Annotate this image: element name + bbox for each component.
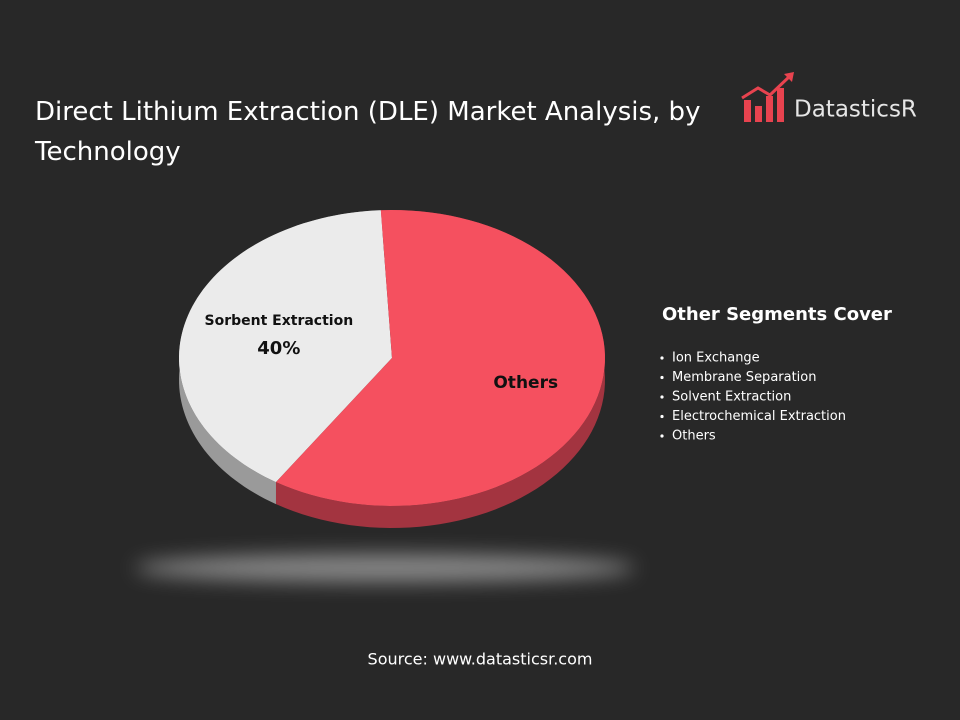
- source: Source: www.datasticsr.com: [368, 650, 593, 669]
- bullet: [660, 395, 664, 399]
- side-panel-list: Ion Exchange Membrane Separation Solvent E…: [660, 351, 846, 444]
- side-panel-title: Other Segments Cover: [662, 304, 892, 325]
- bullet: [660, 375, 664, 380]
- chart-title: Direct Lithium Extraction (DLE) Market A…: [34, 97, 700, 167]
- pie-slice: [275, 210, 605, 506]
- logo-text: DatasticsR: [794, 97, 917, 123]
- side-panel-item: Membrane Separation: [672, 370, 817, 385]
- slice-label: Others: [493, 373, 558, 393]
- slice-label: Sorbent Extraction: [205, 313, 354, 329]
- bullet: [660, 434, 664, 438]
- side-panel-item: Others: [672, 429, 716, 444]
- side-panel-item: Ion Exchange: [672, 351, 760, 366]
- bullet: [660, 414, 664, 419]
- pie: Sorbent Extraction 40% Others: [179, 210, 605, 528]
- pie-slice: [179, 210, 392, 483]
- logo-icon: [741, 72, 794, 122]
- side-panel-item: Solvent Extraction: [672, 390, 791, 405]
- pie-shadow: [135, 554, 635, 582]
- pie-slice-side: [275, 210, 605, 528]
- value-label: 40%: [257, 338, 300, 359]
- side-panel-item: Electrochemical Extraction: [672, 409, 846, 424]
- bullet: [660, 356, 664, 360]
